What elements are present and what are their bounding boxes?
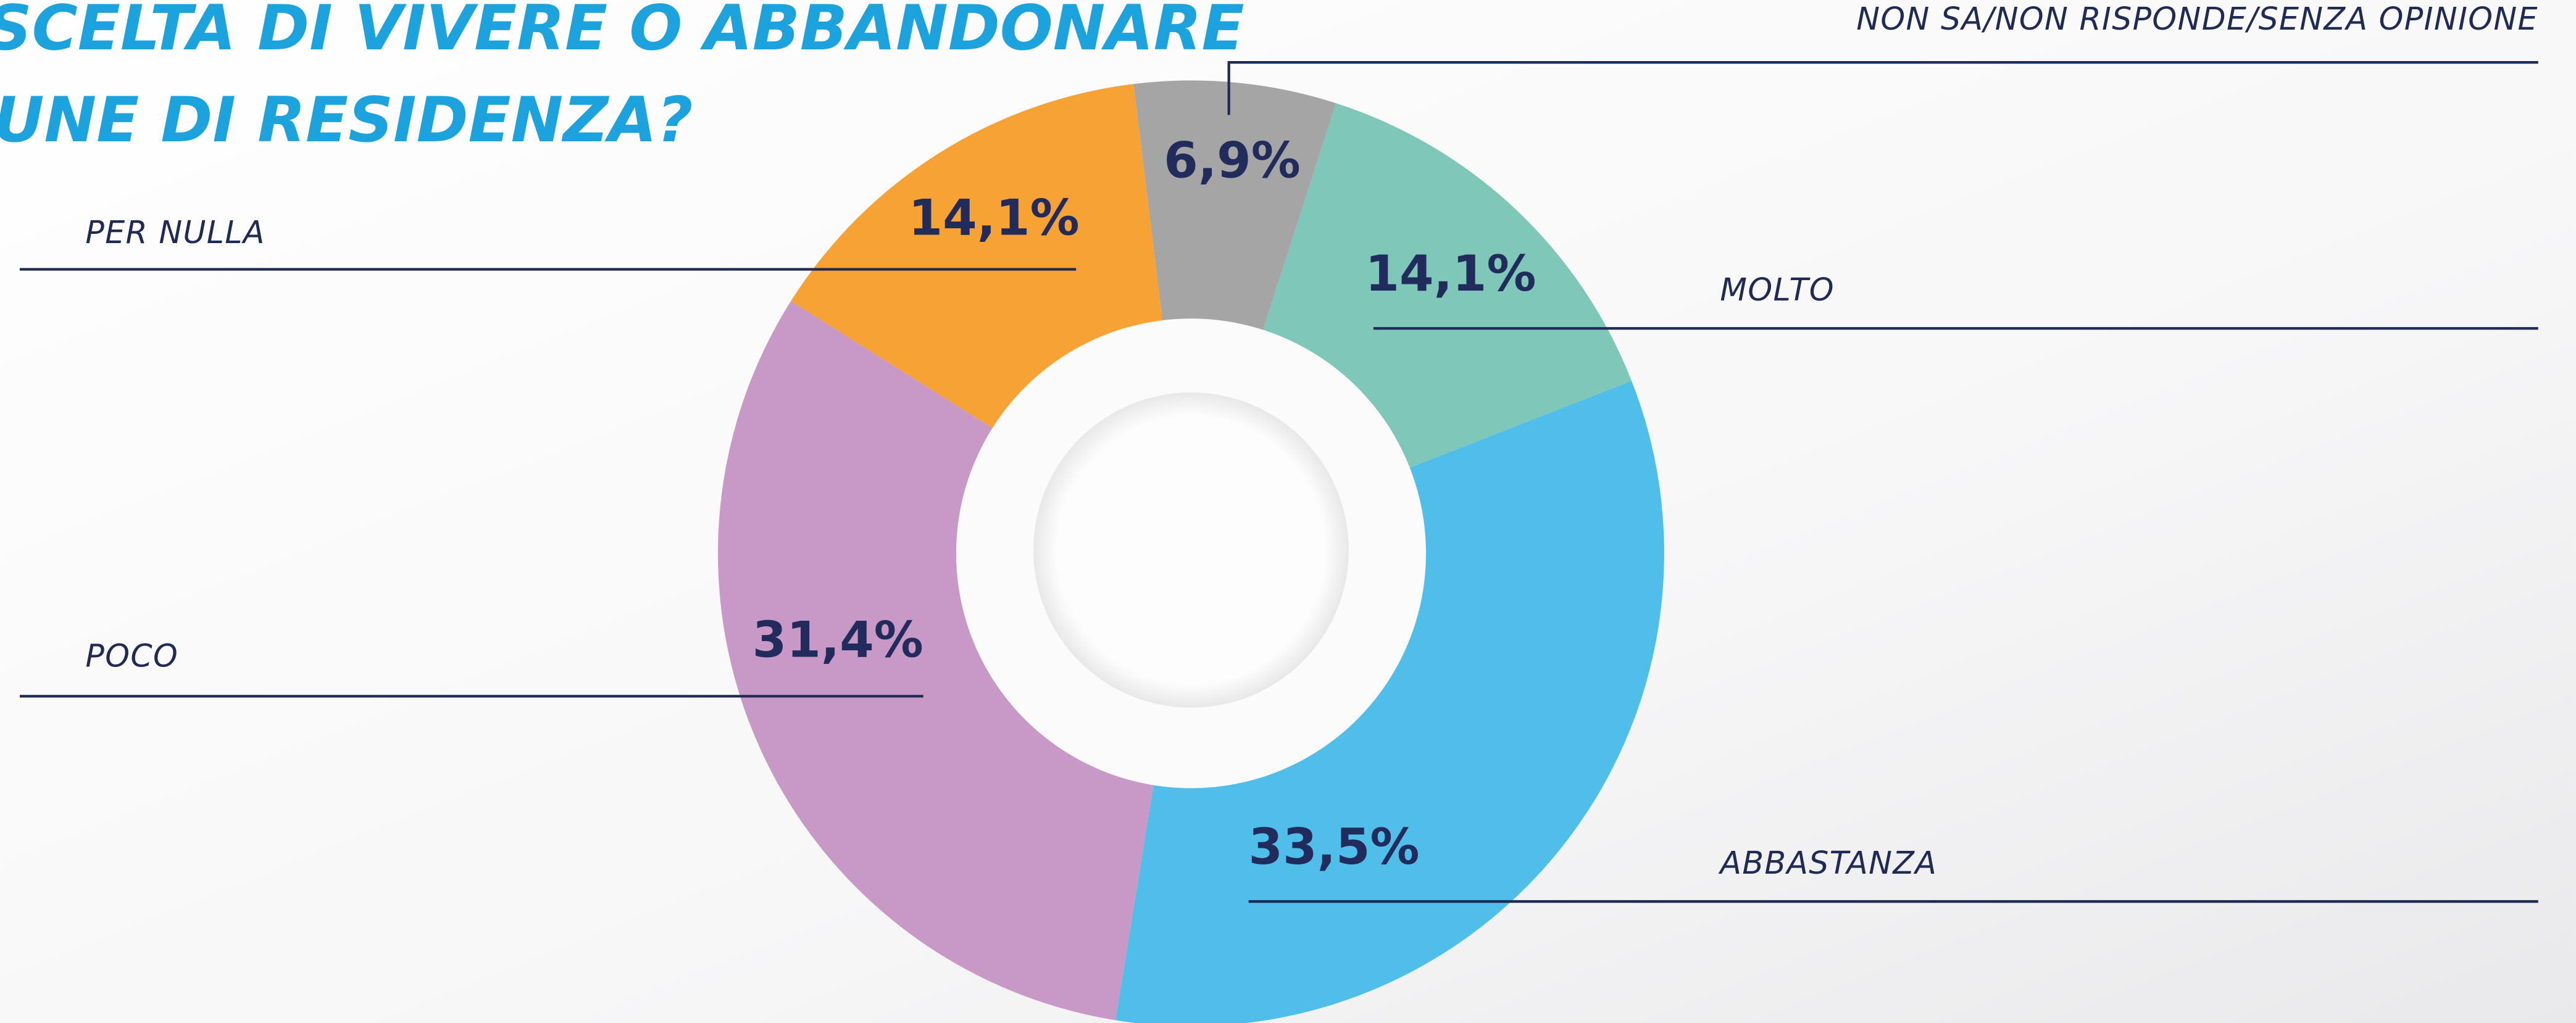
category-label: POCO	[85, 637, 178, 674]
value-label: 31,4%	[752, 611, 923, 669]
value-label: 33,5%	[1249, 818, 1420, 876]
value-label: 14,1%	[909, 189, 1080, 247]
category-label: MOLTO	[1720, 271, 1834, 308]
category-label: PER NULLA	[85, 214, 265, 251]
title-line: UNE DI RESIDENZA?	[0, 83, 693, 156]
leader-line	[1227, 61, 2538, 115]
value-label: 14,1%	[1365, 245, 1536, 302]
value-label: 6,9%	[1164, 131, 1300, 189]
title-line: SCELTA DI VIVERE O ABBANDONARE	[0, 0, 1244, 64]
category-label: ABBASTANZA	[1718, 845, 1937, 881]
category-label: NON SA/NON RISPONDE/SENZA OPINIONE	[1856, 1, 2538, 37]
donut-center	[1033, 392, 1349, 708]
